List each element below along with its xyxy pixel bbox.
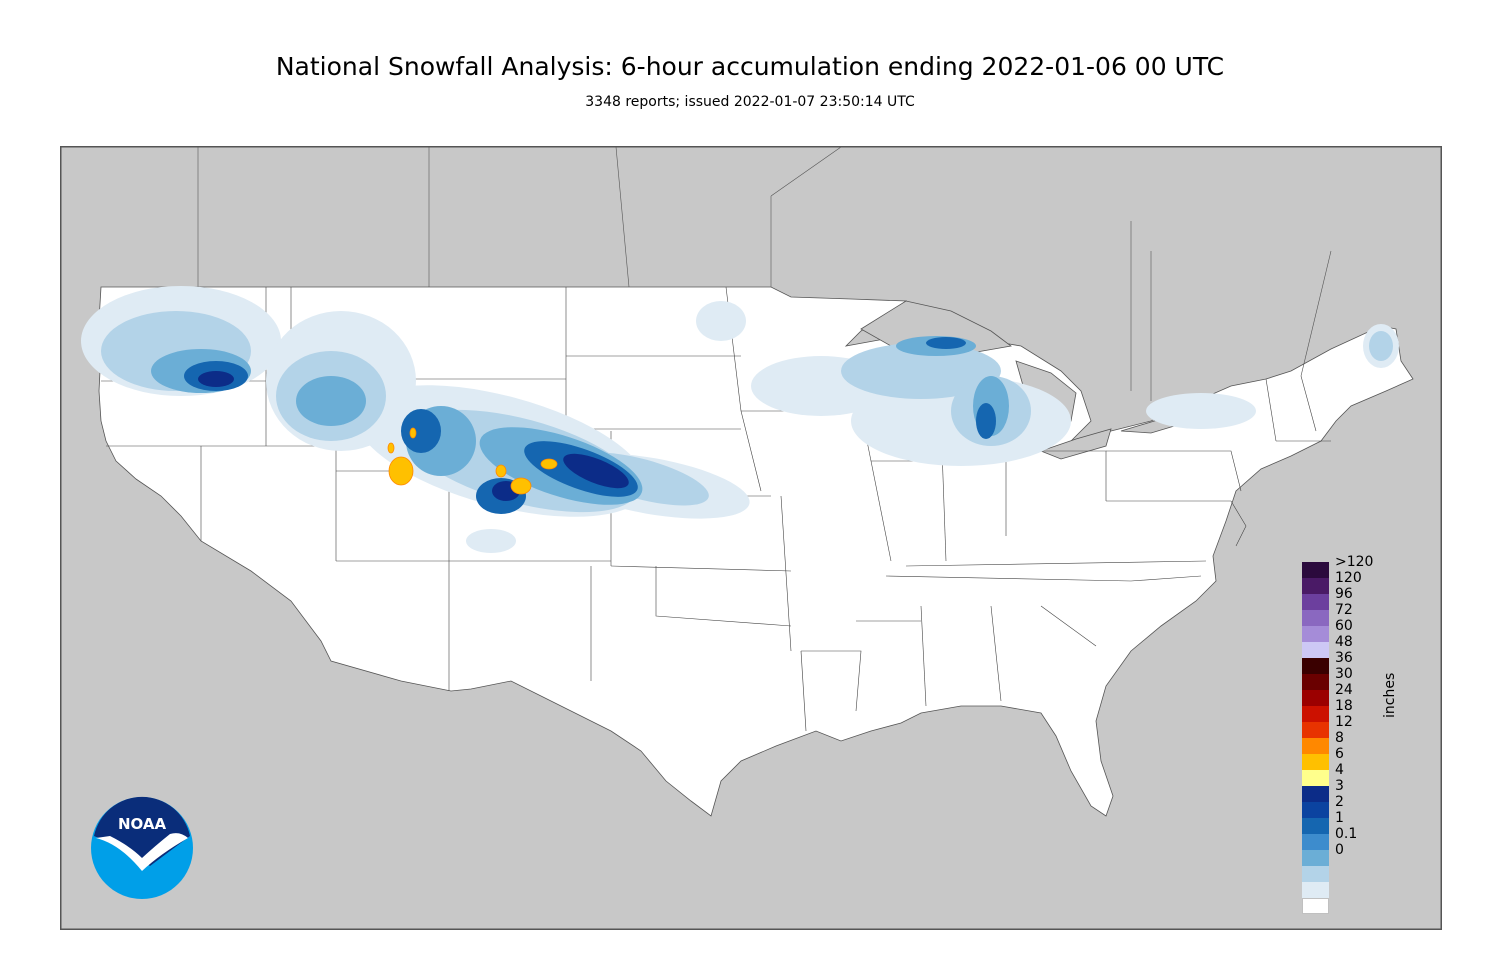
legend-label: 0 [1335,842,1344,858]
legend-swatch [1302,706,1329,722]
legend-swatch [1302,770,1329,786]
legend-units: inches [1382,672,1398,718]
legend-swatch [1302,690,1329,706]
legend-swatch [1302,562,1329,578]
legend-swatch [1302,738,1329,754]
legend-label: 4 [1335,762,1344,778]
legend-swatch [1302,658,1329,674]
legend-swatch [1302,594,1329,610]
noaa-logo: NOAA [90,796,194,904]
legend-label: 3 [1335,778,1344,794]
legend-swatch [1302,866,1329,882]
legend-swatch [1302,610,1329,626]
legend-label: >120 [1335,554,1374,570]
legend-label: 2 [1335,794,1344,810]
legend-swatch [1302,882,1329,898]
legend-label: 12 [1335,714,1353,730]
legend-swatch [1302,674,1329,690]
legend-label: 0.1 [1335,826,1358,842]
legend-label: 8 [1335,730,1344,746]
map-subtitle: 3348 reports; issued 2022-01-07 23:50:14… [585,94,915,110]
legend-swatch [1302,578,1329,594]
legend-swatch [1302,834,1329,850]
legend-label: 60 [1335,618,1353,634]
legend-label: 120 [1335,570,1362,586]
noaa-logo-text: NOAA [118,815,167,833]
legend-swatch [1302,754,1329,770]
legend-label: 72 [1335,602,1353,618]
legend-swatch [1302,818,1329,834]
legend-label: 6 [1335,746,1344,762]
legend-swatch [1302,786,1329,802]
legend-label: 30 [1335,666,1353,682]
legend-swatch [1302,898,1329,914]
legend-swatch [1302,642,1329,658]
legend-label: 48 [1335,634,1353,650]
legend-swatch [1302,802,1329,818]
map-title: National Snowfall Analysis: 6-hour accum… [275,52,1225,81]
legend-swatch [1302,850,1329,866]
legend-swatch [1302,722,1329,738]
legend-label: 36 [1335,650,1353,666]
legend-swatch [1302,626,1329,642]
legend-label: 18 [1335,698,1353,714]
legend-label: 1 [1335,810,1344,826]
legend-label: 96 [1335,586,1353,602]
snowfall-shading [81,286,1399,553]
legend-label: 24 [1335,682,1353,698]
country-boundaries [197,147,1332,401]
snowfall-map [60,146,1442,930]
